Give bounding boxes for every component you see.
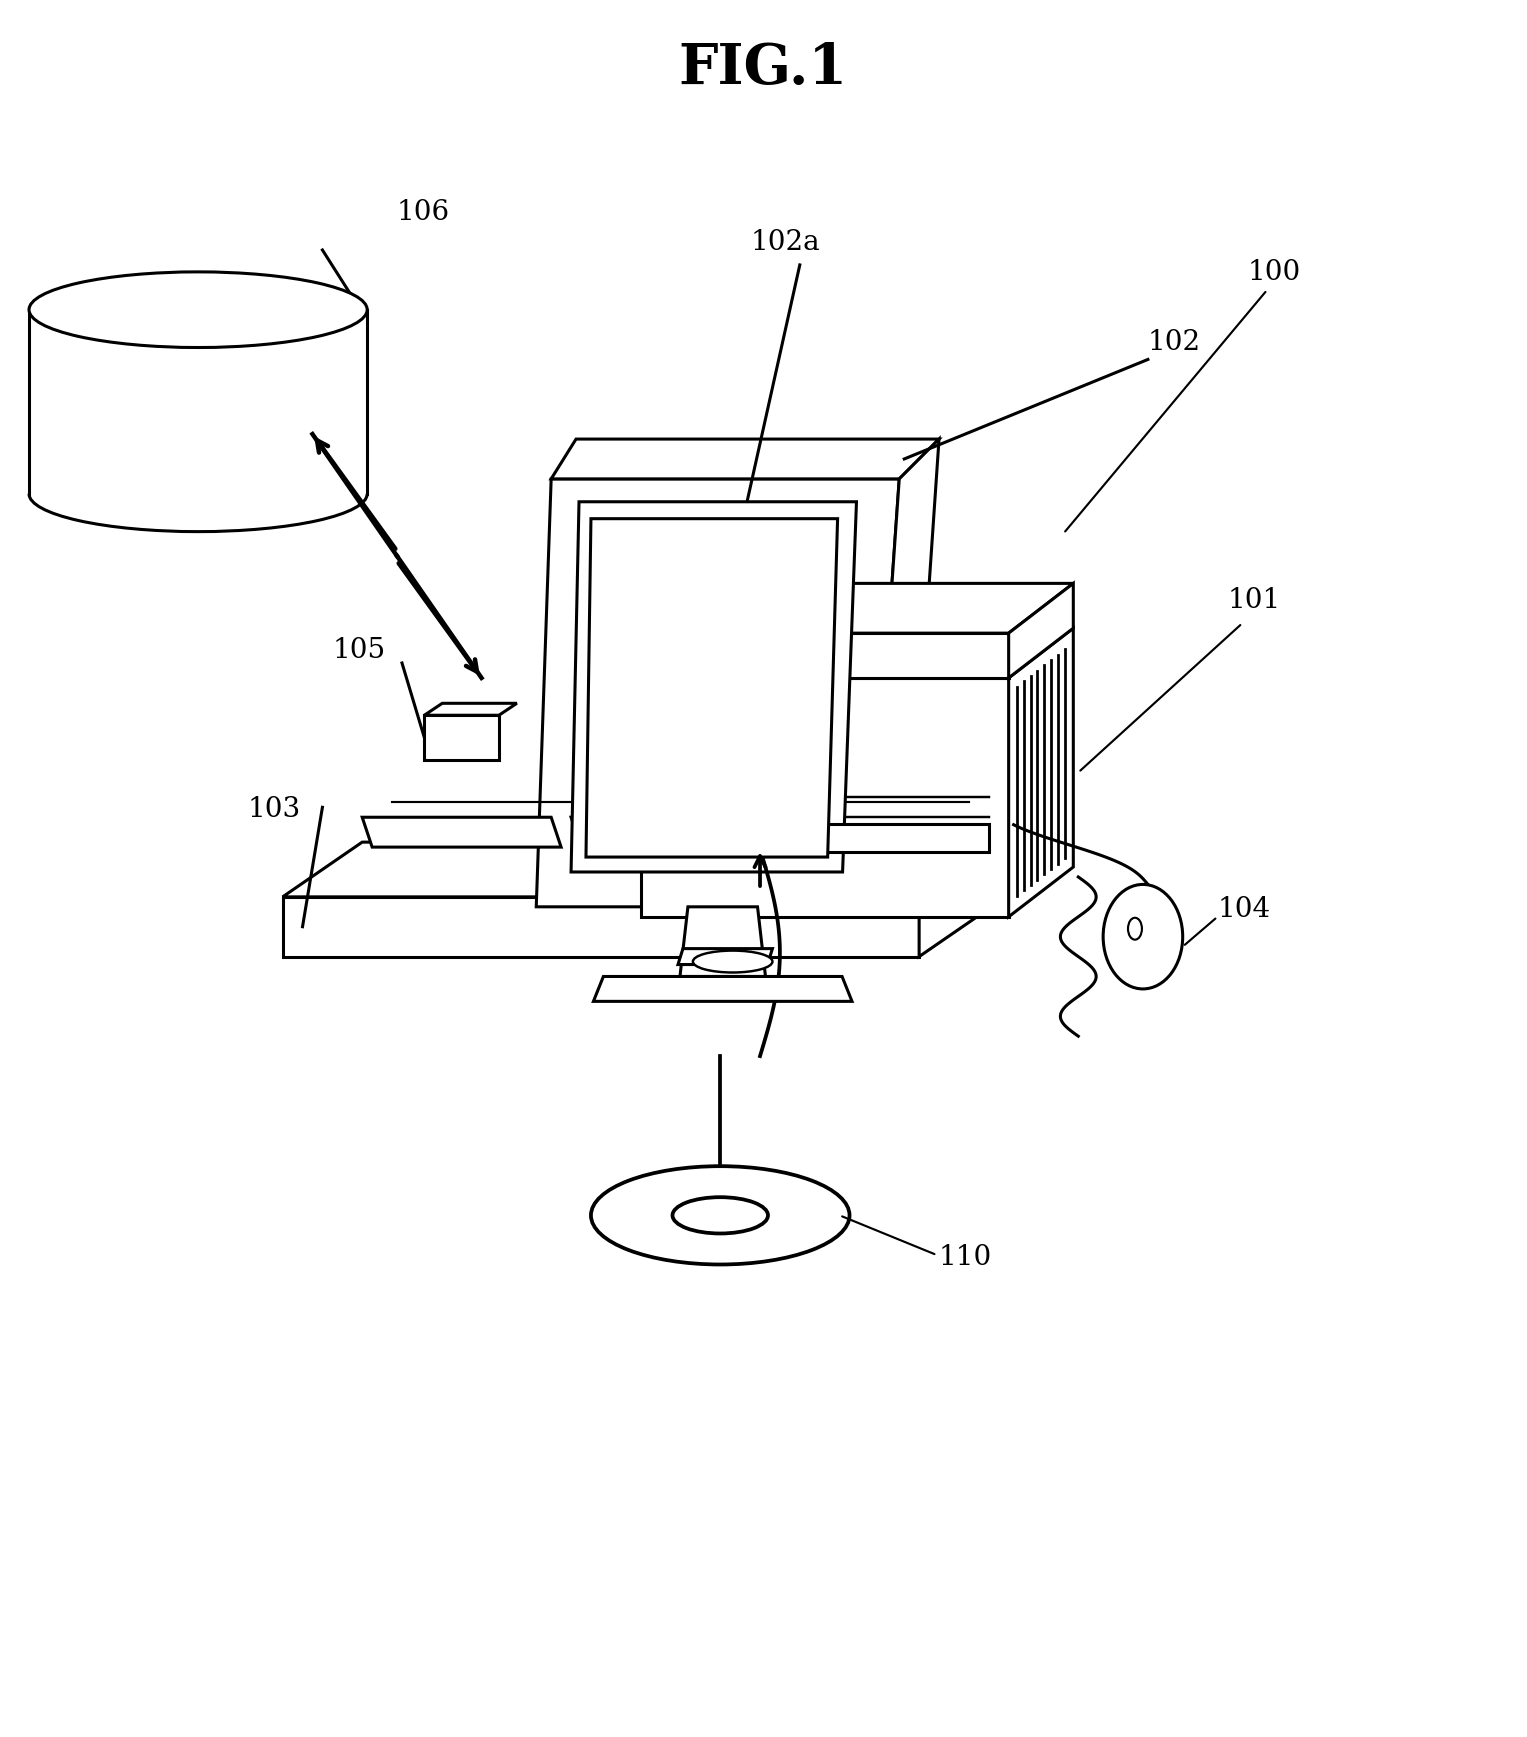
Text: 102: 102 xyxy=(1148,328,1202,356)
Text: 104: 104 xyxy=(1217,896,1270,922)
Polygon shape xyxy=(680,907,765,976)
Polygon shape xyxy=(282,896,919,957)
Polygon shape xyxy=(919,842,999,957)
Polygon shape xyxy=(641,677,1009,917)
Text: 101: 101 xyxy=(1228,587,1281,615)
Text: 103: 103 xyxy=(247,796,301,823)
Polygon shape xyxy=(661,825,989,853)
Polygon shape xyxy=(641,632,1009,677)
Polygon shape xyxy=(1009,629,1073,917)
Polygon shape xyxy=(571,816,741,848)
Text: 106: 106 xyxy=(397,200,450,226)
Polygon shape xyxy=(362,816,560,848)
Polygon shape xyxy=(282,842,999,896)
Ellipse shape xyxy=(1128,917,1142,940)
Text: 102a: 102a xyxy=(750,229,820,255)
Polygon shape xyxy=(536,479,899,907)
Ellipse shape xyxy=(672,1197,768,1233)
Polygon shape xyxy=(678,948,773,964)
Polygon shape xyxy=(551,439,939,479)
Ellipse shape xyxy=(591,1166,849,1265)
Ellipse shape xyxy=(693,950,773,973)
Polygon shape xyxy=(869,439,939,907)
Text: 100: 100 xyxy=(1248,259,1301,287)
Polygon shape xyxy=(641,629,1073,677)
Ellipse shape xyxy=(1102,884,1183,988)
Ellipse shape xyxy=(29,273,366,347)
Polygon shape xyxy=(425,703,516,716)
Polygon shape xyxy=(571,502,857,872)
Text: 110: 110 xyxy=(939,1244,993,1271)
Polygon shape xyxy=(594,976,852,1001)
Polygon shape xyxy=(425,716,499,761)
Text: 105: 105 xyxy=(333,637,385,664)
Polygon shape xyxy=(641,584,1073,632)
Polygon shape xyxy=(1009,584,1073,677)
Text: FIG.1: FIG.1 xyxy=(678,42,847,96)
Polygon shape xyxy=(586,519,838,856)
